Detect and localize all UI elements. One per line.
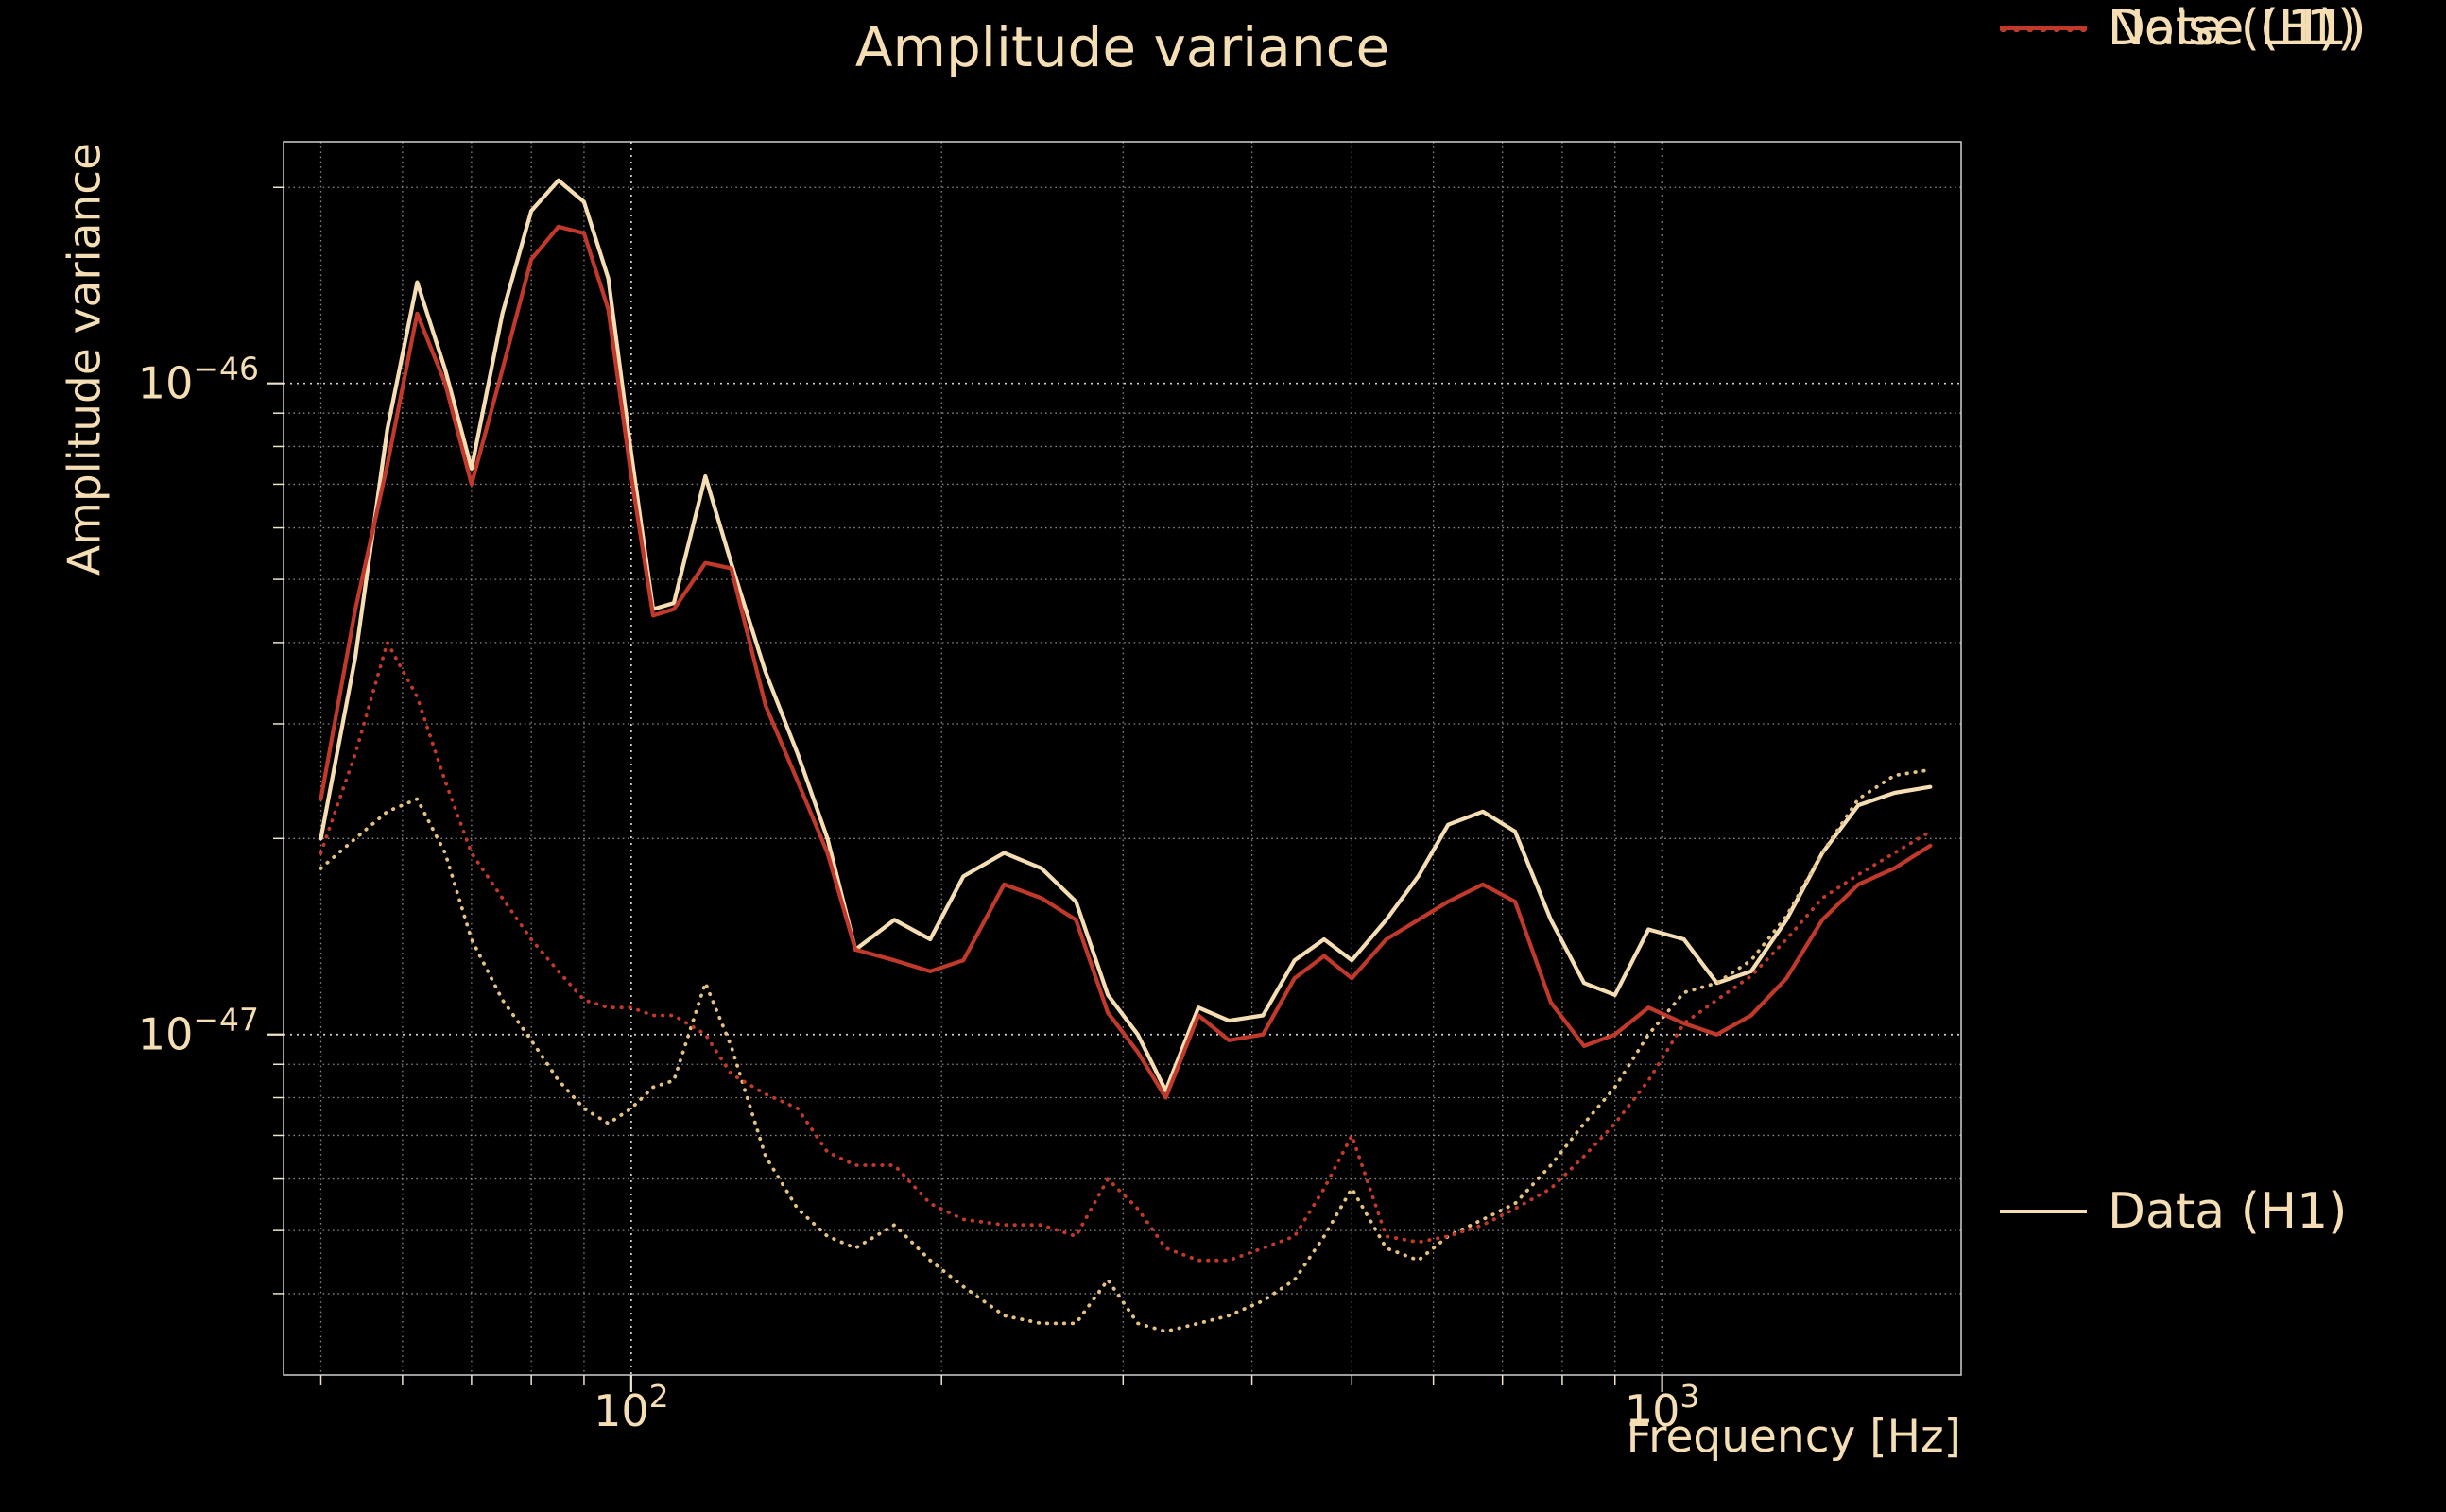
legend-label: Noise (H1) — [2108, 0, 2367, 57]
legend-line-sample — [2000, 1210, 2087, 1213]
curve-noise-h1 — [319, 767, 1933, 1333]
curve-noise-l1 — [319, 641, 1933, 1263]
plot-frame — [283, 141, 1962, 1376]
legend-item-noise-l1: Noise (L1) — [2000, 0, 2356, 57]
tick-label: 10−47 — [138, 1002, 259, 1060]
legend-label: Data (L1) — [2108, 0, 2338, 57]
legend-line-sample — [2000, 25, 2087, 32]
chart-title: Amplitude variance — [854, 15, 1390, 79]
x-axis-label: Frequency [Hz] — [1626, 1411, 1961, 1463]
tick-label: 103 — [1625, 1378, 1700, 1436]
legend-label: Data (H1) — [2108, 1183, 2348, 1240]
tick-label: 10−46 — [138, 351, 259, 409]
curve-data-h1 — [319, 178, 1933, 1093]
curve-data-l1 — [319, 224, 1933, 1100]
legend-label: Noise (L1) — [2108, 0, 2357, 57]
tick-label: 102 — [594, 1378, 669, 1436]
legend-item-data-h1: Data (H1) — [2000, 1183, 2347, 1240]
